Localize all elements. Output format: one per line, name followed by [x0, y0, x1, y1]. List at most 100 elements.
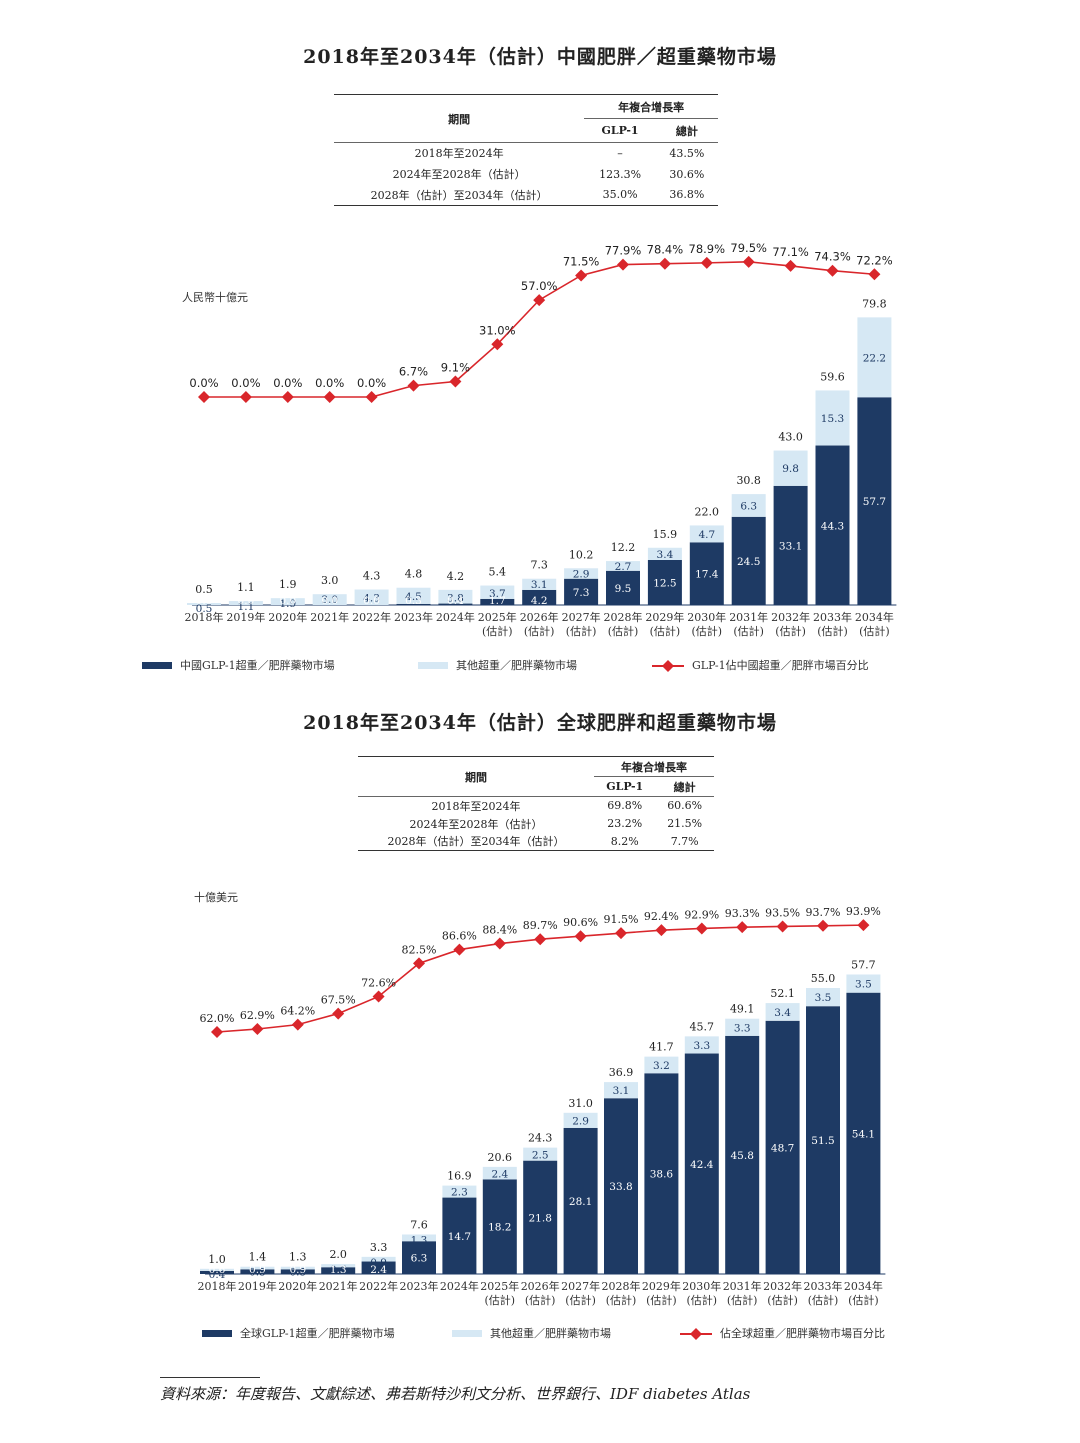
percentage-point	[198, 391, 210, 403]
global-cagr-table: 期間 年複合增長率 GLP-1 總計 2018年至2024年 69.8% 60.6%…	[358, 756, 714, 851]
x-tick-estimate-label: (估計)	[606, 1293, 637, 1307]
percentage-label: 93.3%	[725, 907, 760, 920]
other-label: 0.5	[196, 603, 213, 615]
bar-glp1	[200, 1270, 234, 1274]
bar-glp1	[396, 603, 431, 605]
total-label: 31.0	[568, 1097, 593, 1110]
x-tick-label: 2030年	[682, 1279, 721, 1293]
percentage-point	[453, 943, 466, 956]
total-label: 22.0	[695, 505, 720, 518]
percentage-point	[615, 927, 627, 940]
bar-glp1	[731, 516, 766, 605]
x-tick-estimate-label: (估計)	[692, 624, 723, 638]
other-label: 3.1	[613, 1085, 630, 1097]
other-label: 0.4	[209, 1269, 226, 1281]
glp1-label: 7.3	[573, 587, 590, 599]
glp1-label: 24.5	[737, 556, 760, 568]
x-tick-estimate-label: (估計)	[687, 1293, 718, 1307]
percentage-label: 62.9%	[240, 1009, 275, 1022]
percentage-label: 74.3%	[814, 250, 851, 264]
glp1-label: 45.8	[731, 1150, 754, 1162]
glp1-label: 2.4	[370, 1264, 387, 1276]
other-label: 3.3	[734, 1022, 751, 1034]
x-tick-estimate-label: (估計)	[848, 1293, 879, 1307]
bar-other	[604, 1082, 638, 1099]
bar-other	[564, 568, 599, 579]
other-label: 0.5	[249, 1267, 266, 1279]
glp1-label: 0.0	[321, 595, 338, 607]
percentage-point	[493, 937, 506, 950]
bar-other	[480, 585, 515, 599]
table-row: 2024年至2028年（估計） 123.3% 30.6%	[392, 167, 705, 182]
percentage-label: 90.6%	[563, 916, 598, 929]
percentage-point	[407, 379, 420, 392]
period-header: 期間	[334, 94, 585, 143]
x-tick-label: 2020年	[268, 610, 307, 624]
other-label: 2.7	[615, 561, 632, 573]
percentage-label: 93.5%	[765, 906, 800, 919]
x-tick-label: 2026年	[521, 1279, 560, 1293]
percentage-point	[332, 1007, 345, 1020]
bar-other	[647, 547, 682, 560]
x-tick-estimate-label: (估計)	[608, 624, 639, 638]
percentage-label: 0.0%	[189, 376, 218, 390]
other-label: 3.3	[693, 1040, 710, 1052]
y-axis-label: 人民幣十億元	[182, 290, 248, 304]
total-label: 4.8	[405, 568, 423, 581]
x-tick-label: 2025年	[480, 1279, 519, 1293]
percentage-label: 62.0%	[200, 1012, 235, 1025]
percentage-point	[281, 391, 294, 403]
other-label: 22.2	[863, 352, 886, 364]
bar-glp1	[644, 1073, 679, 1274]
other-label: 4.7	[698, 529, 715, 541]
bar-other	[396, 587, 431, 604]
percentage-label: 91.5%	[604, 913, 639, 926]
bar-glp1	[564, 578, 599, 605]
percentage-point	[413, 957, 425, 970]
x-tick-label: 2021年	[310, 610, 349, 624]
percentage-point	[534, 933, 547, 946]
x-tick-label: 2022年	[359, 1279, 398, 1293]
percentage-point	[736, 921, 749, 934]
bar-other	[438, 589, 473, 604]
total-label: 1.1	[237, 581, 255, 594]
percentage-point	[817, 919, 829, 932]
percentage-point	[617, 258, 629, 271]
legend-line-label: GLP-1佔中國超重／肥胖市場百分比	[692, 658, 869, 672]
table-row: 2018年至2024年 69.8% 60.6%	[431, 799, 703, 813]
x-tick-label: 2032年	[763, 1279, 802, 1293]
bar-other	[228, 601, 263, 605]
total-label: 59.6	[820, 370, 845, 383]
bar-other	[442, 1185, 477, 1198]
total-label: 15.9	[653, 528, 678, 541]
legend-other-swatch	[452, 1330, 482, 1337]
bar-glp1	[806, 1006, 840, 1274]
source-divider	[160, 1377, 260, 1378]
other-label: 1.3	[411, 1234, 428, 1246]
bar-glp1	[815, 445, 850, 605]
bar-other	[765, 1003, 800, 1021]
percentage-point	[491, 338, 504, 351]
other-label: 4.5	[405, 591, 422, 603]
percentage-label: 78.9%	[689, 242, 726, 256]
bar-glp1	[765, 1020, 800, 1274]
total-label: 36.9	[609, 1066, 634, 1079]
glp1-label: 4.2	[531, 595, 548, 607]
bar-other	[815, 390, 850, 446]
percentage-point	[655, 924, 668, 937]
glp1-label: 1.3	[330, 1264, 347, 1276]
x-tick-estimate-label: (估計)	[485, 1293, 516, 1307]
other-label: 1.9	[279, 598, 296, 610]
other-label: 2.9	[572, 1115, 589, 1127]
glp1-label: 6.3	[411, 1253, 428, 1265]
percentage-point	[868, 268, 881, 281]
percentage-point	[700, 256, 713, 269]
other-label: 3.4	[657, 549, 674, 561]
glp1-label: 38.6	[650, 1169, 674, 1181]
bar-other	[280, 1266, 315, 1270]
x-tick-label: 2020年	[278, 1279, 317, 1293]
glp1-label: 0.0	[238, 595, 255, 607]
glp1-label: 0.4	[447, 595, 464, 607]
total-label: 79.8	[862, 297, 887, 310]
x-tick-estimate-label: (估計)	[775, 624, 806, 638]
